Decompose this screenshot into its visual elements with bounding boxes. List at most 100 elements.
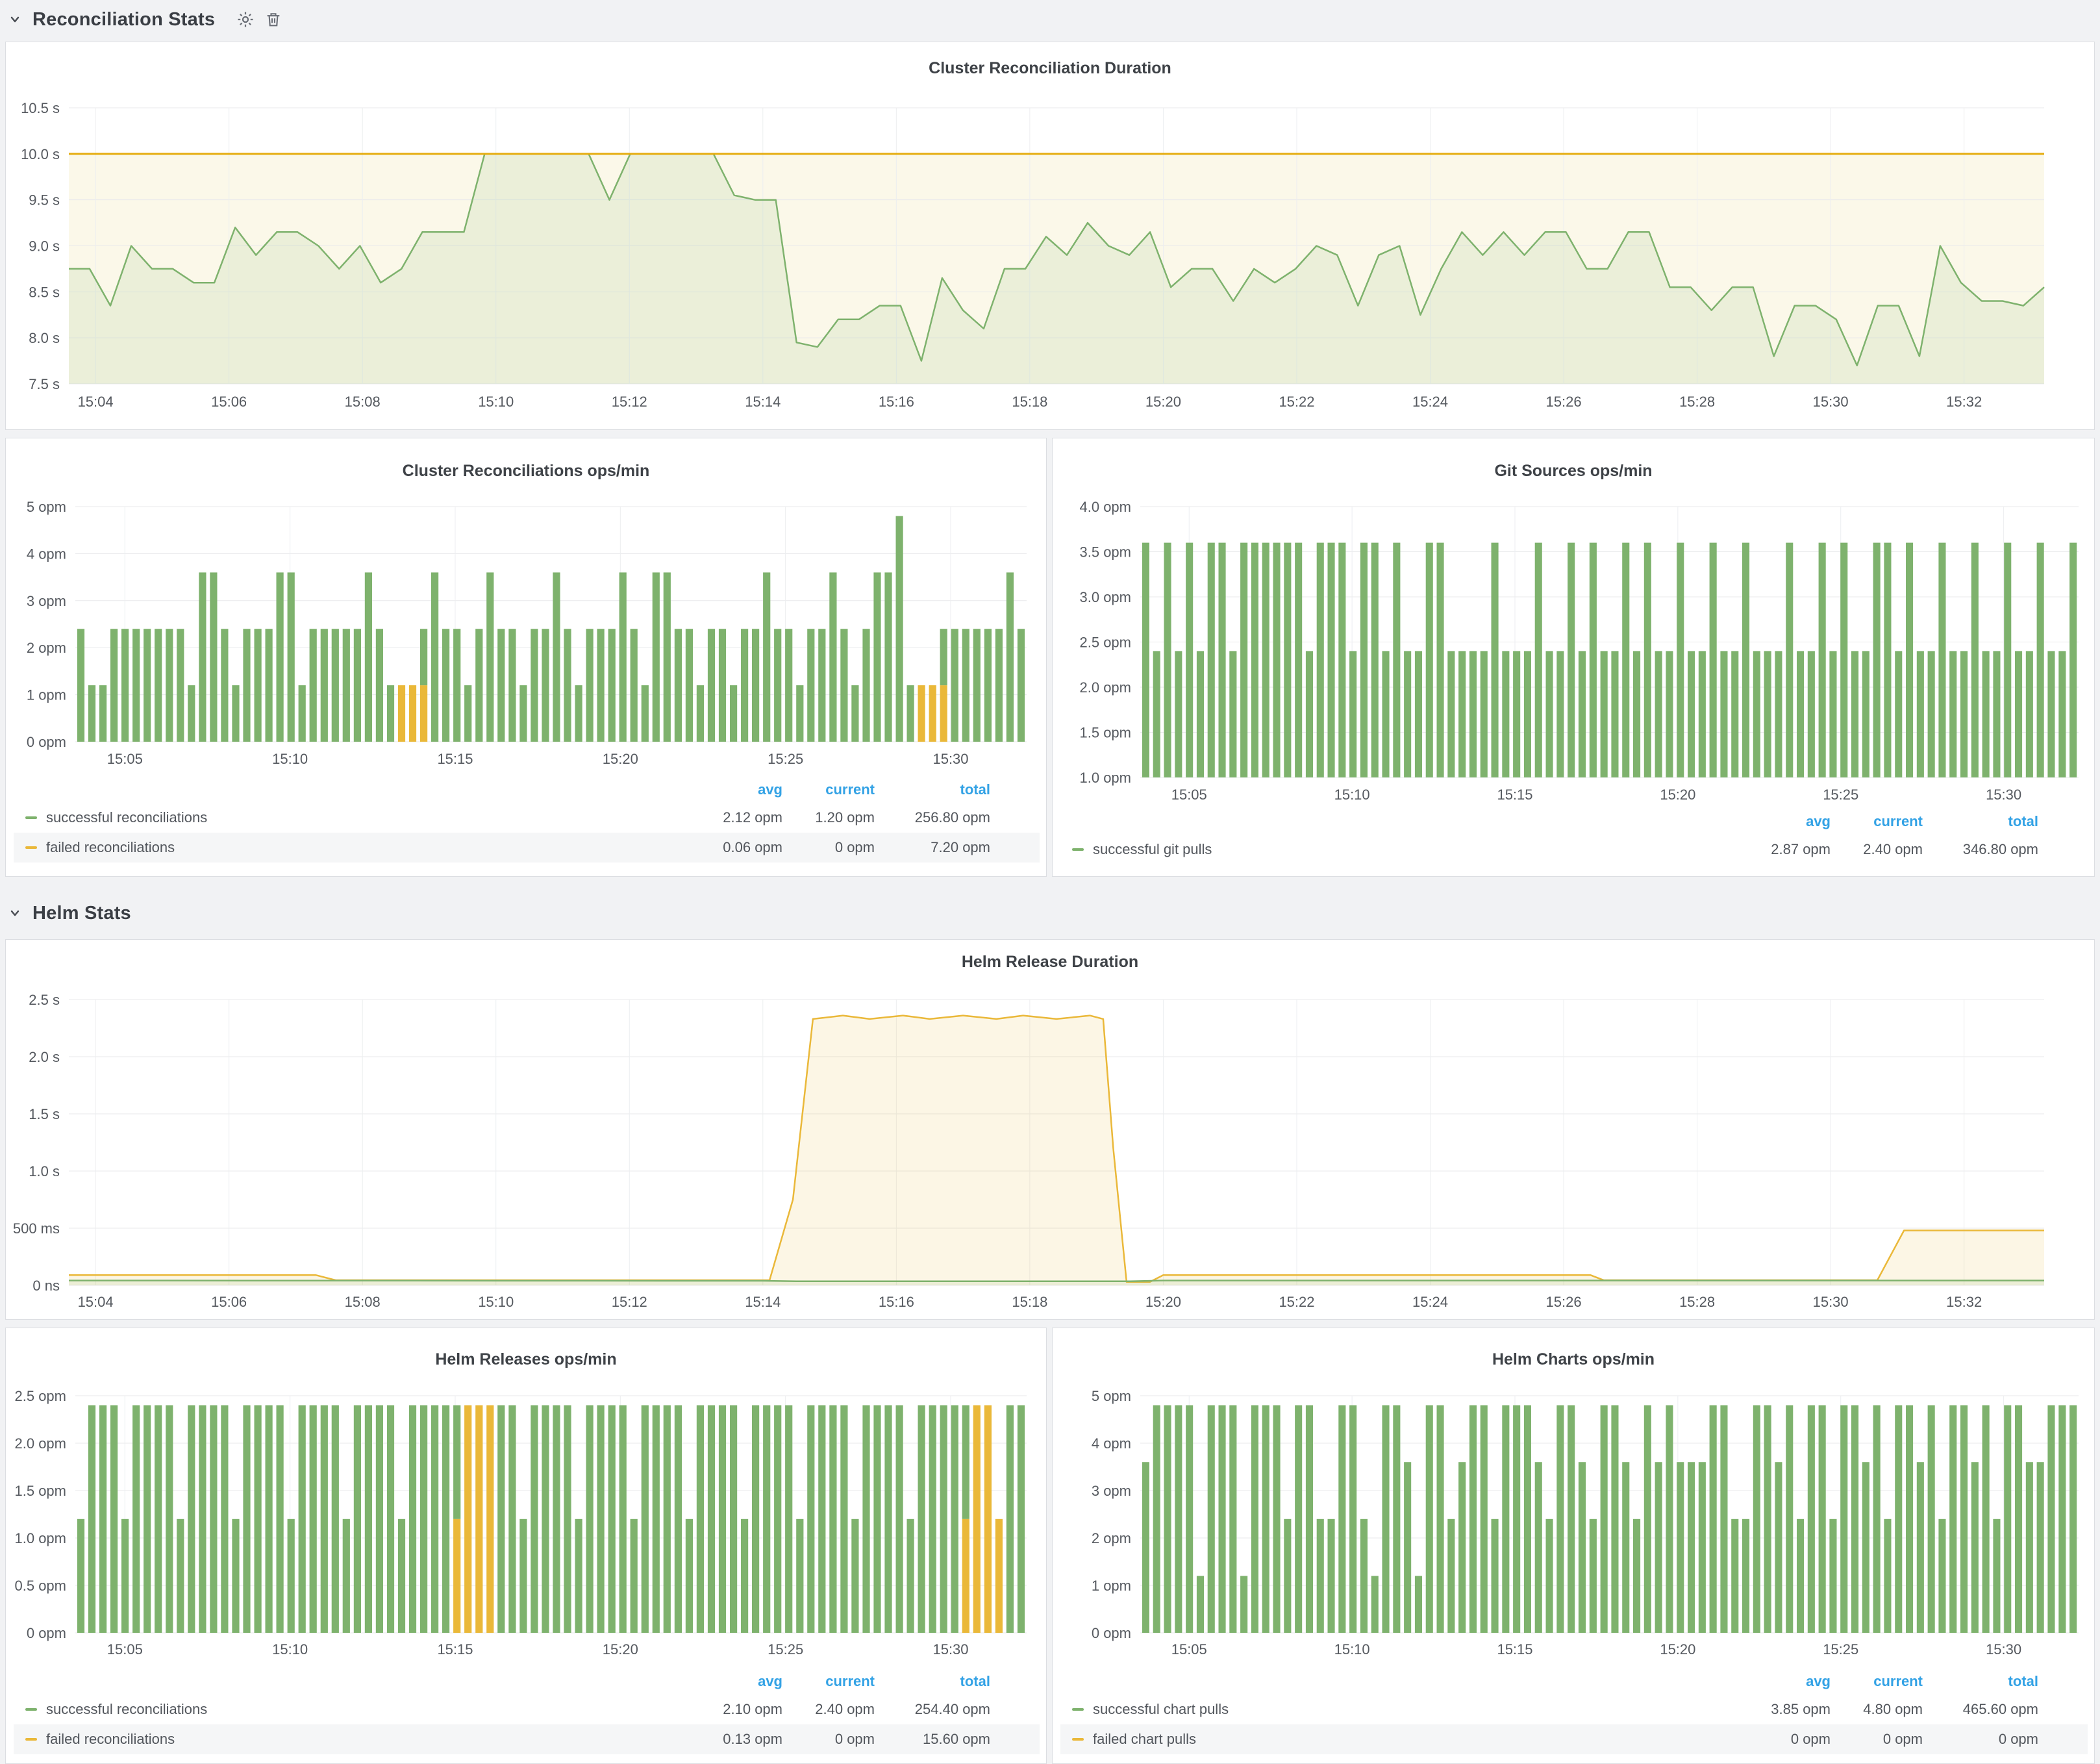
y-tick-label: 4.0 opm: [1080, 499, 1132, 515]
bar-successful: [1371, 1576, 1379, 1633]
chevron-down-icon[interactable]: [6, 11, 23, 28]
bar-successful: [1720, 651, 1727, 777]
legend-series-label[interactable]: successful git pulls: [1093, 841, 1212, 858]
bar-successful: [221, 629, 228, 742]
bar-successful: [1829, 651, 1836, 777]
bar-successful: [99, 685, 106, 742]
bar-successful: [719, 629, 726, 742]
x-tick-label: 15:12: [612, 394, 647, 410]
bar-successful: [851, 685, 858, 742]
bar-failed: [398, 685, 405, 742]
bar-successful: [1262, 1405, 1269, 1633]
legend-header-total[interactable]: total: [960, 1673, 990, 1690]
bar-successful: [1006, 1405, 1014, 1633]
legend-series-color-green: [1072, 848, 1084, 851]
bar-successful: [1426, 543, 1433, 777]
bar-successful: [1153, 651, 1160, 777]
bar-failed: [918, 685, 925, 742]
legend-stat-total: 465.60 opm: [1963, 1701, 2038, 1718]
y-tick-label: 3.0 opm: [1080, 589, 1132, 605]
bar-successful: [519, 685, 527, 742]
bar-successful: [365, 1405, 372, 1633]
bar-successful: [1447, 1519, 1455, 1633]
bar-successful: [2004, 543, 2011, 777]
legend-header-total[interactable]: total: [2008, 1673, 2038, 1690]
legend-header-avg[interactable]: avg: [1806, 813, 1831, 830]
bar-successful: [818, 1405, 825, 1633]
x-tick-label: 15:28: [1679, 1294, 1715, 1310]
y-tick-label: 2 opm: [27, 640, 66, 656]
bar-successful: [1502, 1405, 1509, 1633]
bar-failed: [475, 1405, 482, 1633]
section-title[interactable]: Reconciliation Stats: [32, 9, 215, 31]
legend-stat-current: 2.40 opm: [1863, 841, 1923, 858]
bar-successful: [851, 1519, 858, 1633]
bar-successful: [531, 1405, 538, 1633]
bar-successful: [1273, 1405, 1281, 1633]
legend-header-avg[interactable]: avg: [758, 781, 782, 798]
bar-successful: [1295, 1405, 1302, 1633]
bar-successful: [741, 629, 748, 742]
bar-failed: [962, 1519, 969, 1633]
legend-series-label[interactable]: successful reconciliations: [46, 1701, 207, 1718]
bar-successful: [1862, 1462, 1869, 1633]
bar-successful: [310, 1405, 317, 1633]
legend-header-current[interactable]: current: [1873, 1673, 1923, 1690]
legend-header-avg[interactable]: avg: [758, 1673, 782, 1690]
bar-successful: [1622, 543, 1629, 777]
bar-successful: [564, 629, 571, 742]
legend-header-current[interactable]: current: [1873, 813, 1923, 830]
bar-failed: [486, 1405, 494, 1633]
y-tick-label: 1.0 s: [29, 1163, 60, 1179]
bar-successful: [1240, 1576, 1247, 1633]
trash-icon[interactable]: [264, 10, 282, 29]
x-tick-label: 15:26: [1546, 1294, 1582, 1310]
section-header-reconciliation-stats: Reconciliation Stats: [6, 5, 282, 34]
bar-successful: [508, 629, 516, 742]
bar-successful: [829, 572, 836, 742]
legend-series-label[interactable]: failed reconciliations: [46, 1731, 175, 1748]
legend-header-current[interactable]: current: [825, 781, 875, 798]
bar-successful: [1655, 1462, 1662, 1633]
y-tick-label: 0 ns: [32, 1278, 60, 1294]
legend-header-avg[interactable]: avg: [1806, 1673, 1831, 1690]
y-tick-label: 3 opm: [27, 593, 66, 609]
bar-successful: [597, 1405, 605, 1633]
gear-icon[interactable]: [236, 10, 255, 29]
bar-successful: [277, 572, 284, 742]
bar-successful: [907, 1519, 914, 1633]
bar-successful: [409, 1405, 416, 1633]
bar-successful: [686, 1519, 693, 1633]
bar-successful: [1742, 543, 1749, 777]
legend-series-label[interactable]: failed chart pulls: [1093, 1731, 1196, 1748]
chevron-down-icon[interactable]: [6, 905, 23, 922]
section-title[interactable]: Helm Stats: [32, 903, 131, 924]
y-tick-label: 0.5 opm: [15, 1578, 67, 1594]
bar-successful: [586, 1405, 594, 1633]
x-tick-label: 15:06: [211, 394, 247, 410]
bar-successful: [1786, 543, 1793, 777]
bar-successful: [608, 1405, 616, 1633]
legend-header-total[interactable]: total: [2008, 813, 2038, 830]
legend-header-current[interactable]: current: [825, 1673, 875, 1690]
x-tick-label: 15:18: [1012, 394, 1047, 410]
legend-header-total[interactable]: total: [960, 781, 990, 798]
legend-stat-total: 256.80 opm: [915, 809, 990, 826]
x-tick-label: 15:04: [78, 1294, 114, 1310]
bar-successful: [697, 685, 704, 742]
bar-successful: [818, 629, 825, 742]
legend-series-label[interactable]: successful reconciliations: [46, 809, 207, 826]
legend-series-label[interactable]: failed reconciliations: [46, 839, 175, 856]
bar-successful: [144, 1405, 151, 1633]
bar-successful: [785, 629, 792, 742]
bar-successful: [132, 1405, 140, 1633]
x-tick-label: 15:18: [1012, 1294, 1047, 1310]
legend-series-label[interactable]: successful chart pulls: [1093, 1701, 1229, 1718]
bar-successful: [575, 685, 582, 742]
bar-successful: [1197, 651, 1204, 777]
bar-successful: [1447, 651, 1455, 777]
legend-stat-current: 4.80 opm: [1863, 1701, 1923, 1718]
bar-successful: [1688, 1462, 1695, 1633]
legend-stat-avg: 0.13 opm: [723, 1731, 782, 1748]
bar-successful: [1764, 1405, 1771, 1633]
